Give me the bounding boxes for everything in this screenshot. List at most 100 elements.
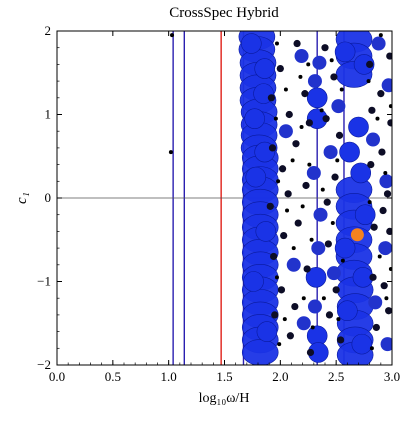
data-point	[286, 257, 301, 272]
highlight-point	[350, 228, 364, 242]
y-tick-label: 0	[45, 190, 52, 205]
data-point	[377, 90, 385, 98]
data-point	[311, 241, 326, 256]
data-point	[277, 342, 282, 347]
data-point	[368, 106, 376, 114]
data-points	[168, 31, 392, 365]
data-point	[379, 174, 392, 189]
data-point	[307, 162, 312, 167]
data-point	[325, 311, 334, 319]
x-tick-label: 1.5	[216, 369, 232, 384]
data-point	[306, 165, 321, 180]
data-point	[329, 58, 334, 63]
x-tick-label: 0.0	[49, 369, 65, 384]
data-point	[285, 208, 290, 213]
data-point	[307, 299, 322, 314]
data-point	[241, 339, 279, 365]
data-point	[335, 131, 344, 139]
data-point	[332, 286, 340, 294]
chart-title: CrossSpec Hybrid	[169, 5, 279, 21]
series-large	[241, 33, 376, 363]
data-point	[294, 49, 309, 64]
data-point	[335, 158, 340, 163]
data-point	[330, 73, 338, 81]
series-small	[266, 39, 392, 357]
data-point	[326, 266, 341, 281]
x-tick-label: 1.0	[161, 369, 177, 384]
data-point	[353, 54, 375, 75]
data-point	[267, 94, 275, 102]
data-point	[323, 145, 338, 160]
data-point	[386, 52, 392, 60]
data-point	[367, 161, 375, 169]
data-point	[322, 115, 330, 123]
data-point	[330, 221, 335, 226]
highlight-marker-group	[350, 228, 364, 242]
data-point	[383, 170, 388, 175]
data-point	[369, 346, 374, 351]
data-point	[278, 124, 293, 139]
data-point	[339, 141, 360, 163]
data-point	[306, 87, 328, 109]
data-point	[286, 332, 294, 340]
data-point	[300, 204, 305, 209]
data-point	[388, 266, 392, 271]
data-point	[351, 333, 373, 355]
data-point	[370, 223, 378, 231]
data-point	[321, 44, 329, 52]
data-point	[301, 296, 306, 301]
data-point	[312, 55, 327, 70]
y-axis-label: c₁	[14, 192, 30, 204]
data-point	[320, 187, 325, 192]
data-point	[274, 41, 279, 46]
data-point	[336, 317, 341, 322]
data-point	[292, 140, 300, 148]
x-tick-label: 0.5	[105, 369, 121, 384]
data-point	[243, 271, 264, 292]
data-point	[282, 317, 287, 322]
data-point	[368, 295, 383, 310]
data-point	[319, 108, 324, 113]
data-point	[339, 87, 344, 92]
data-point	[305, 267, 327, 288]
data-point	[377, 254, 382, 259]
data-point	[310, 325, 315, 330]
data-point	[331, 99, 346, 114]
data-point	[266, 202, 274, 210]
data-point	[381, 78, 392, 93]
data-point	[294, 219, 302, 227]
data-point	[384, 296, 389, 301]
data-point	[283, 87, 288, 92]
data-point	[241, 33, 262, 54]
data-point	[366, 60, 374, 68]
data-point	[383, 190, 392, 198]
y-tick-label: −1	[37, 274, 51, 289]
data-point	[337, 336, 345, 344]
data-point	[366, 132, 381, 147]
x-tick-label: 2.0	[272, 369, 288, 384]
data-point	[350, 162, 372, 184]
data-point	[271, 311, 279, 319]
data-point	[293, 39, 301, 48]
x-axis-label: log₁₀ω/H	[199, 391, 250, 406]
data-point	[291, 246, 296, 251]
data-point	[337, 300, 358, 322]
data-point	[273, 116, 278, 121]
data-point	[302, 181, 310, 190]
data-point	[307, 74, 322, 89]
data-point	[303, 265, 311, 273]
data-point	[313, 207, 328, 222]
data-point	[372, 323, 380, 332]
data-point	[378, 33, 383, 38]
series-medium	[278, 36, 392, 352]
data-point	[255, 221, 277, 242]
data-point	[296, 316, 311, 331]
data-point	[256, 321, 278, 342]
data-point	[244, 108, 265, 129]
data-point	[380, 282, 388, 290]
data-point	[170, 33, 175, 38]
data-point	[298, 74, 303, 79]
data-point	[274, 275, 279, 280]
data-point	[245, 166, 267, 188]
